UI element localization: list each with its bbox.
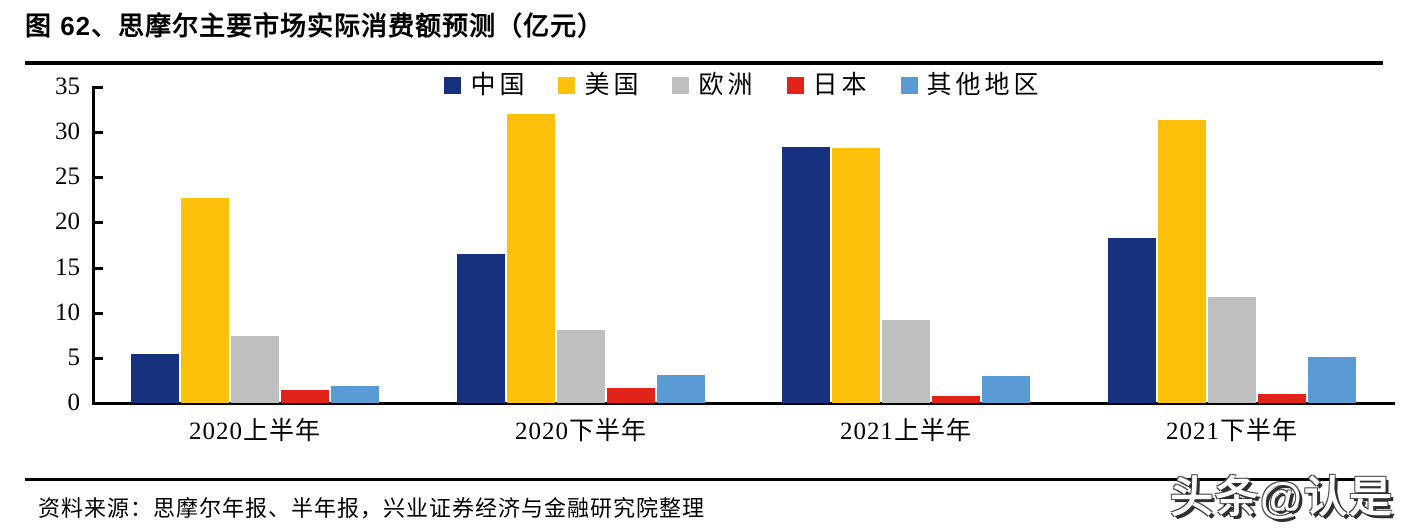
source-note: 资料来源：思摩尔年报、半年报，兴业证券经济与金融研究院整理 [38, 496, 706, 521]
bar-日本-2021下半年 [1258, 394, 1306, 403]
legend-label: 其他地区 [926, 72, 1043, 99]
bar-中国-2021上半年 [782, 147, 830, 403]
bar-日本-2020下半年 [607, 388, 655, 403]
bar-欧洲-2021上半年 [882, 320, 930, 403]
bar-中国-2020下半年 [457, 254, 505, 403]
legend-label: 中国 [470, 72, 529, 99]
bar-欧洲-2020下半年 [557, 330, 605, 403]
figure-title: 图 62、思摩尔主要市场实际消费额预测（亿元） [25, 11, 605, 41]
x-axis-category-label: 2020下半年 [514, 418, 647, 445]
y-axis-tick-label: 25 [55, 163, 80, 190]
legend-item-欧洲: 欧洲 [672, 72, 756, 100]
y-axis-tick-label: 10 [55, 299, 80, 326]
y-axis-line [92, 86, 95, 403]
source-divider [25, 478, 1383, 481]
bar-其他地区-2020下半年 [657, 375, 705, 403]
legend-swatch-icon [558, 77, 576, 94]
chart-legend: 中国 美国 欧洲 日本 其他地区 [92, 72, 1395, 100]
y-axis-tick-label: 30 [55, 118, 80, 145]
legend-item-中国: 中国 [444, 72, 528, 100]
y-axis-tick-label: 5 [67, 344, 81, 371]
title-divider [25, 61, 1383, 65]
y-axis-tick [92, 312, 103, 315]
y-axis-tick-label: 0 [67, 389, 81, 416]
y-axis-tick [92, 221, 103, 224]
y-axis-tick [92, 176, 103, 179]
legend-label: 美国 [584, 72, 643, 99]
x-axis-category-label: 2020上半年 [188, 418, 321, 445]
bar-美国-2020上半年 [181, 198, 229, 403]
legend-label: 欧洲 [698, 72, 757, 99]
y-axis-tick [92, 131, 103, 134]
bar-日本-2020上半年 [281, 390, 329, 403]
y-axis-tick [92, 86, 103, 89]
x-axis-category-label: 2021上半年 [839, 418, 972, 445]
legend-swatch-icon [672, 77, 690, 94]
legend-swatch-icon [444, 77, 462, 94]
legend-swatch-icon [786, 77, 804, 94]
legend-label: 日本 [812, 72, 871, 99]
legend-item-美国: 美国 [558, 72, 642, 100]
watermark: 头条@认是 [1170, 474, 1394, 522]
bar-日本-2021上半年 [932, 396, 980, 403]
bar-其他地区-2021上半年 [982, 376, 1030, 403]
legend-item-日本: 日本 [786, 72, 871, 100]
bar-美国-2021上半年 [832, 148, 880, 403]
bar-美国-2021下半年 [1158, 120, 1206, 403]
x-axis-line [92, 402, 1395, 405]
y-axis-tick [92, 357, 103, 360]
bar-美国-2020下半年 [507, 114, 555, 403]
bar-欧洲-2020上半年 [231, 336, 279, 403]
bar-其他地区-2020上半年 [331, 386, 379, 403]
y-axis-tick-label: 15 [55, 254, 80, 281]
y-axis-tick [92, 267, 103, 270]
bar-中国-2020上半年 [131, 354, 179, 403]
x-axis-category-label: 2021下半年 [1165, 418, 1298, 445]
bar-中国-2021下半年 [1108, 238, 1156, 403]
y-axis-tick-label: 20 [55, 208, 80, 235]
y-axis-tick-label: 35 [55, 73, 80, 100]
legend-item-其他地区: 其他地区 [900, 72, 1043, 100]
legend-swatch-icon [900, 77, 918, 94]
bar-其他地区-2021下半年 [1308, 357, 1356, 403]
bar-欧洲-2021下半年 [1208, 297, 1256, 403]
